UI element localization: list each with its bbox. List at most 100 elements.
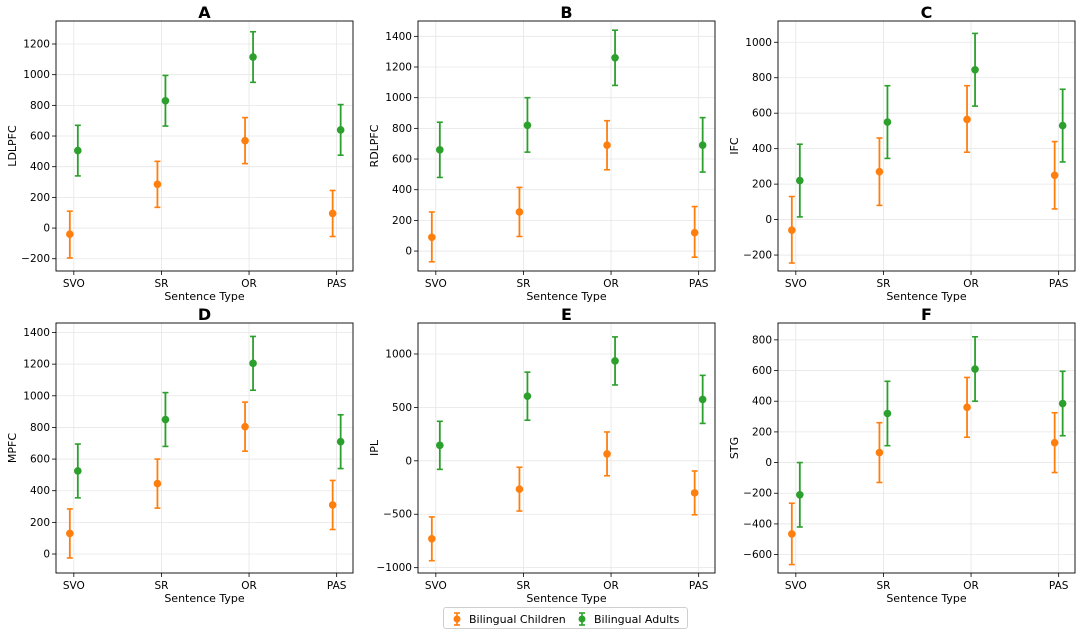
y-tick-label: 800 — [392, 123, 412, 135]
data-point — [971, 65, 979, 74]
y-tick-label: 200 — [752, 426, 772, 438]
y-tick-label: 0 — [43, 549, 50, 561]
panel-F: −600 −400 −200 0 200 400 600 800 SVO SR OR PAS F Sent… — [728, 305, 1076, 605]
data-point — [523, 392, 532, 400]
data-point — [515, 208, 524, 216]
data-point — [883, 118, 892, 126]
y-tick-label: 0 — [765, 214, 772, 226]
axes-frame — [777, 20, 1076, 272]
x-tick-label: PAS — [689, 580, 709, 592]
data-point — [336, 126, 345, 134]
y-axis-label: IFC — [728, 137, 741, 155]
data-point — [971, 365, 979, 373]
y-tick-label: 1400 — [385, 31, 412, 43]
y-tick-label: 200 — [752, 179, 772, 191]
panel-title: E — [561, 305, 572, 324]
x-axis-label: Sentence Type — [164, 592, 245, 605]
y-tick-label: 1000 — [23, 390, 50, 402]
x-tick-label: SR — [154, 278, 168, 290]
panel-title: B — [560, 3, 572, 22]
data-point — [523, 121, 532, 130]
x-axis-label: Sentence Type — [886, 290, 967, 303]
y-axis-label: IPL — [368, 439, 381, 456]
data-point — [328, 501, 337, 509]
data-point — [603, 450, 611, 458]
data-point — [241, 422, 249, 431]
y-tick-label: 0 — [405, 455, 412, 467]
x-tick-label: SVO — [63, 278, 85, 290]
x-tick-label: OR — [603, 278, 619, 290]
data-point — [161, 96, 170, 105]
y-tick-label: 1000 — [23, 69, 50, 81]
y-tick-label: 600 — [30, 454, 50, 466]
y-tick-label: −400 — [743, 518, 772, 530]
panel-title: F — [921, 305, 932, 324]
y-tick-label: 800 — [30, 422, 50, 434]
y-tick-label: −200 — [21, 253, 50, 265]
data-point — [436, 146, 444, 154]
data-point — [883, 409, 892, 418]
y-tick-label: 800 — [30, 100, 50, 112]
x-tick-label: OR — [963, 278, 979, 290]
y-tick-label: 200 — [392, 215, 412, 227]
data-point — [796, 490, 804, 499]
legend-children-marker — [453, 615, 461, 623]
y-tick-label: 1000 — [385, 92, 412, 104]
y-tick-label: 600 — [752, 108, 772, 120]
panel-title: A — [198, 3, 211, 22]
x-tick-label: OR — [963, 580, 979, 592]
x-tick-label: SR — [876, 278, 890, 290]
data-point — [875, 448, 884, 457]
axes-frame — [417, 322, 716, 574]
x-axis-label: Sentence Type — [526, 290, 607, 303]
y-axis-label: LDLPFC — [6, 125, 19, 167]
panel-C: −200 0 200 400 600 800 1000 SVO SR OR PAS C Sentence… — [728, 3, 1076, 303]
y-tick-label: −600 — [743, 549, 772, 561]
y-axis-label: MPFC — [6, 433, 19, 463]
panel-title: C — [921, 3, 933, 22]
x-tick-label: SR — [516, 580, 530, 592]
panel-A: −200 0 200 400 600 800 1000 1200 SVO SR OR PAS A Sent… — [6, 3, 354, 303]
data-point — [336, 437, 345, 446]
panel-E: −1000 −500 0 500 1000 SVO SR OR PAS E Sentence Typ… — [368, 305, 716, 605]
y-tick-label: 400 — [30, 485, 50, 497]
y-tick-label: 400 — [30, 161, 50, 173]
legend-adults-label: Bilingual Adults — [594, 613, 680, 626]
x-tick-label: SVO — [425, 580, 447, 592]
data-point — [611, 54, 619, 62]
y-tick-label: 400 — [752, 143, 772, 155]
y-tick-label: 800 — [752, 72, 772, 84]
data-point — [788, 530, 796, 538]
y-tick-label: −500 — [383, 509, 412, 521]
legend: Bilingual Children Bilingual Adults — [443, 607, 688, 629]
legend-markers: Bilingual Children Bilingual Adults — [453, 612, 680, 626]
data-point — [963, 115, 971, 124]
data-point — [690, 489, 699, 497]
data-point — [161, 415, 170, 424]
y-tick-label: 200 — [30, 517, 50, 529]
legend-children-label: Bilingual Children — [469, 613, 566, 626]
x-tick-label: PAS — [327, 278, 347, 290]
x-tick-label: SR — [154, 580, 168, 592]
data-point — [1058, 399, 1067, 408]
y-tick-label: 600 — [30, 131, 50, 143]
x-tick-label: SR — [516, 278, 530, 290]
data-point — [698, 141, 707, 150]
data-point — [74, 146, 82, 155]
data-point — [875, 167, 884, 176]
x-axis-label: Sentence Type — [886, 592, 967, 605]
y-tick-label: 600 — [392, 154, 412, 166]
axes-frame — [777, 322, 1076, 574]
data-point — [1058, 121, 1067, 130]
axes-frame — [417, 20, 716, 272]
data-point — [1050, 438, 1059, 447]
y-tick-label: 0 — [43, 223, 50, 235]
x-tick-label: OR — [241, 580, 257, 592]
data-point — [66, 230, 74, 238]
y-tick-label: 1200 — [23, 359, 50, 371]
x-tick-label: SVO — [63, 580, 85, 592]
y-tick-label: 800 — [752, 334, 772, 346]
data-point — [66, 529, 74, 538]
data-point — [249, 359, 257, 368]
